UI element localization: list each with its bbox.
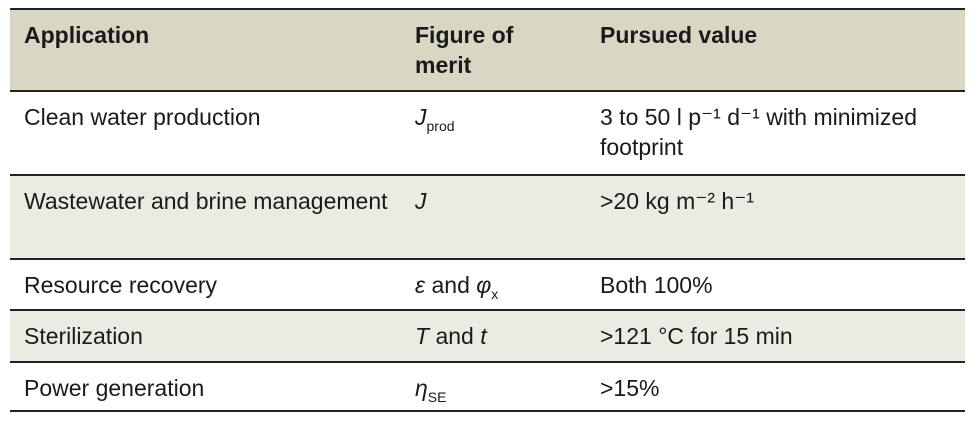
header-pursued-value: Pursued value [600,22,758,48]
cell-application: Power generation [24,375,205,401]
header-figure-of-merit: Figure of merit [415,22,514,78]
cell-pursued-value: 3 to 50 l p⁻¹ d⁻¹ with minimized footpri… [600,104,918,160]
figure-sub2: x [491,286,499,302]
figure-sub: prod [426,118,455,134]
figure-and: and [425,272,477,298]
figure-main: J [415,188,427,214]
figure-main2: φ [476,272,492,298]
cell-application: Resource recovery [24,272,218,298]
figure-main: η [415,375,428,401]
cell-figure-of-merit: Jprod [415,102,585,134]
figure-main: T [415,323,430,349]
table-row [10,92,965,176]
cell-application: Clean water production [24,104,261,130]
cell-application: Wastewater and brine management [24,188,388,214]
figure-sub: SE [427,389,447,405]
cell-pursued-value: >20 kg m⁻² h⁻¹ [600,188,755,214]
cell-pursued-value: Both 100% [600,272,713,298]
figure-and: and [429,323,481,349]
cell-figure-of-merit: ηSE [415,373,585,405]
figure-main2: t [480,323,487,349]
cell-pursued-value: >15% [600,375,660,401]
table-row [10,363,965,412]
table-row [10,176,965,260]
cell-figure-of-merit: T and t [415,321,585,351]
cell-pursued-value: >121 °C for 15 min [600,323,793,349]
cell-figure-of-merit: J [415,186,585,216]
table-row [10,260,965,311]
cell-figure-of-merit: ε and φx [415,270,585,302]
figure-main: J [415,104,427,130]
figure-main: ε [415,272,426,298]
table-header: Application Figure of merit Pursued valu… [10,8,965,92]
cell-application: Sterilization [24,323,143,349]
table-row [10,311,965,363]
header-application: Application [24,22,150,48]
